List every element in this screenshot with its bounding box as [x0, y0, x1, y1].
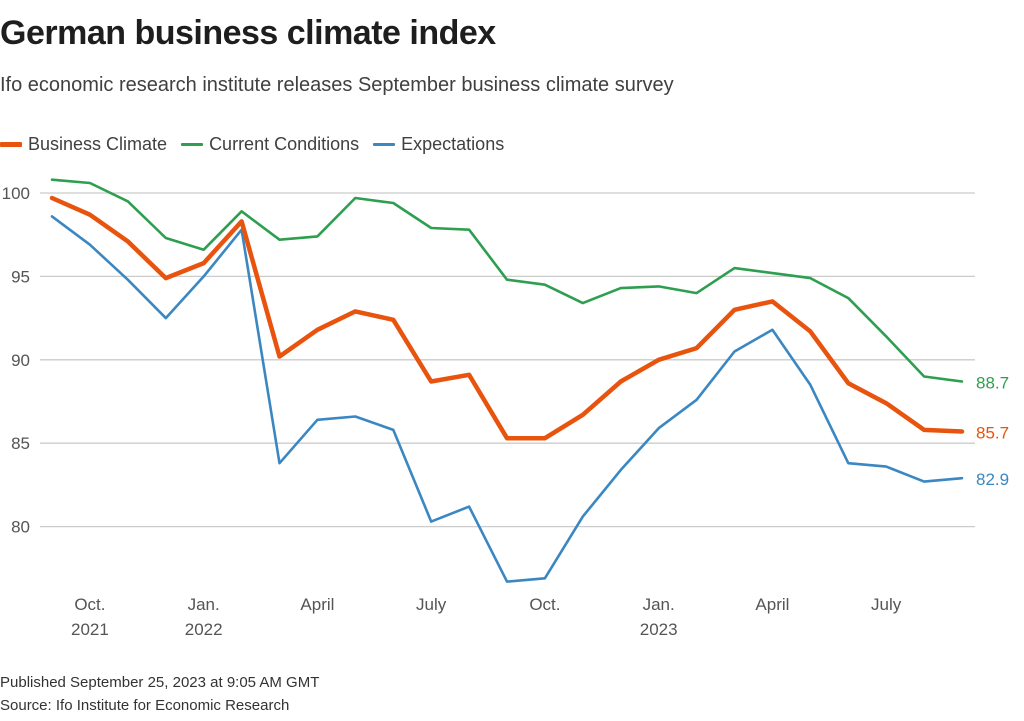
- x-tick-label: Oct.: [529, 595, 560, 614]
- legend-swatch-current-conditions: [181, 143, 204, 146]
- series-line-business-climate: [49, 195, 965, 441]
- legend-item-current-conditions: Current Conditions: [181, 134, 359, 155]
- legend-item-business-climate: Business Climate: [0, 134, 167, 155]
- end-label-expectations: 82.9: [976, 470, 1009, 489]
- x-tick-label: April: [300, 595, 334, 614]
- published-note: Published September 25, 2023 at 9:05 AM …: [0, 674, 320, 691]
- chart-title: German business climate index: [0, 14, 496, 52]
- y-tick-label: 80: [11, 518, 30, 537]
- legend-label-expectations: Expectations: [401, 134, 505, 154]
- legend-item-expectations: Expectations: [373, 134, 504, 155]
- x-tick-year-label: 2023: [640, 620, 678, 639]
- x-tick-year-label: 2022: [185, 620, 223, 639]
- legend-label-current-conditions: Current Conditions: [209, 134, 360, 154]
- x-tick-label: July: [416, 595, 447, 614]
- x-tick-label: Jan.: [188, 595, 220, 614]
- y-tick-label: 100: [2, 184, 30, 203]
- chart-subtitle: Ifo economic research institute releases…: [0, 74, 674, 96]
- source-note: Source: Ifo Institute for Economic Resea…: [0, 697, 290, 714]
- x-tick-year-label: 2021: [71, 620, 109, 639]
- x-tick-label: Oct.: [74, 595, 105, 614]
- y-tick-label: 95: [11, 267, 30, 286]
- end-label-business-climate: 85.7: [976, 424, 1009, 443]
- legend-swatch-expectations: [373, 143, 396, 146]
- y-tick-label: 85: [11, 434, 30, 453]
- x-tick-label: July: [871, 595, 902, 614]
- y-tick-label: 90: [11, 351, 30, 370]
- x-tick-label: April: [755, 595, 789, 614]
- x-tick-label: Jan.: [643, 595, 675, 614]
- legend-label-business-climate: Business Climate: [28, 134, 168, 154]
- legend: Business Climate Current Conditions Expe…: [0, 134, 518, 155]
- end-label-current-conditions: 88.7: [976, 373, 1009, 392]
- legend-swatch-business-climate: [0, 142, 22, 147]
